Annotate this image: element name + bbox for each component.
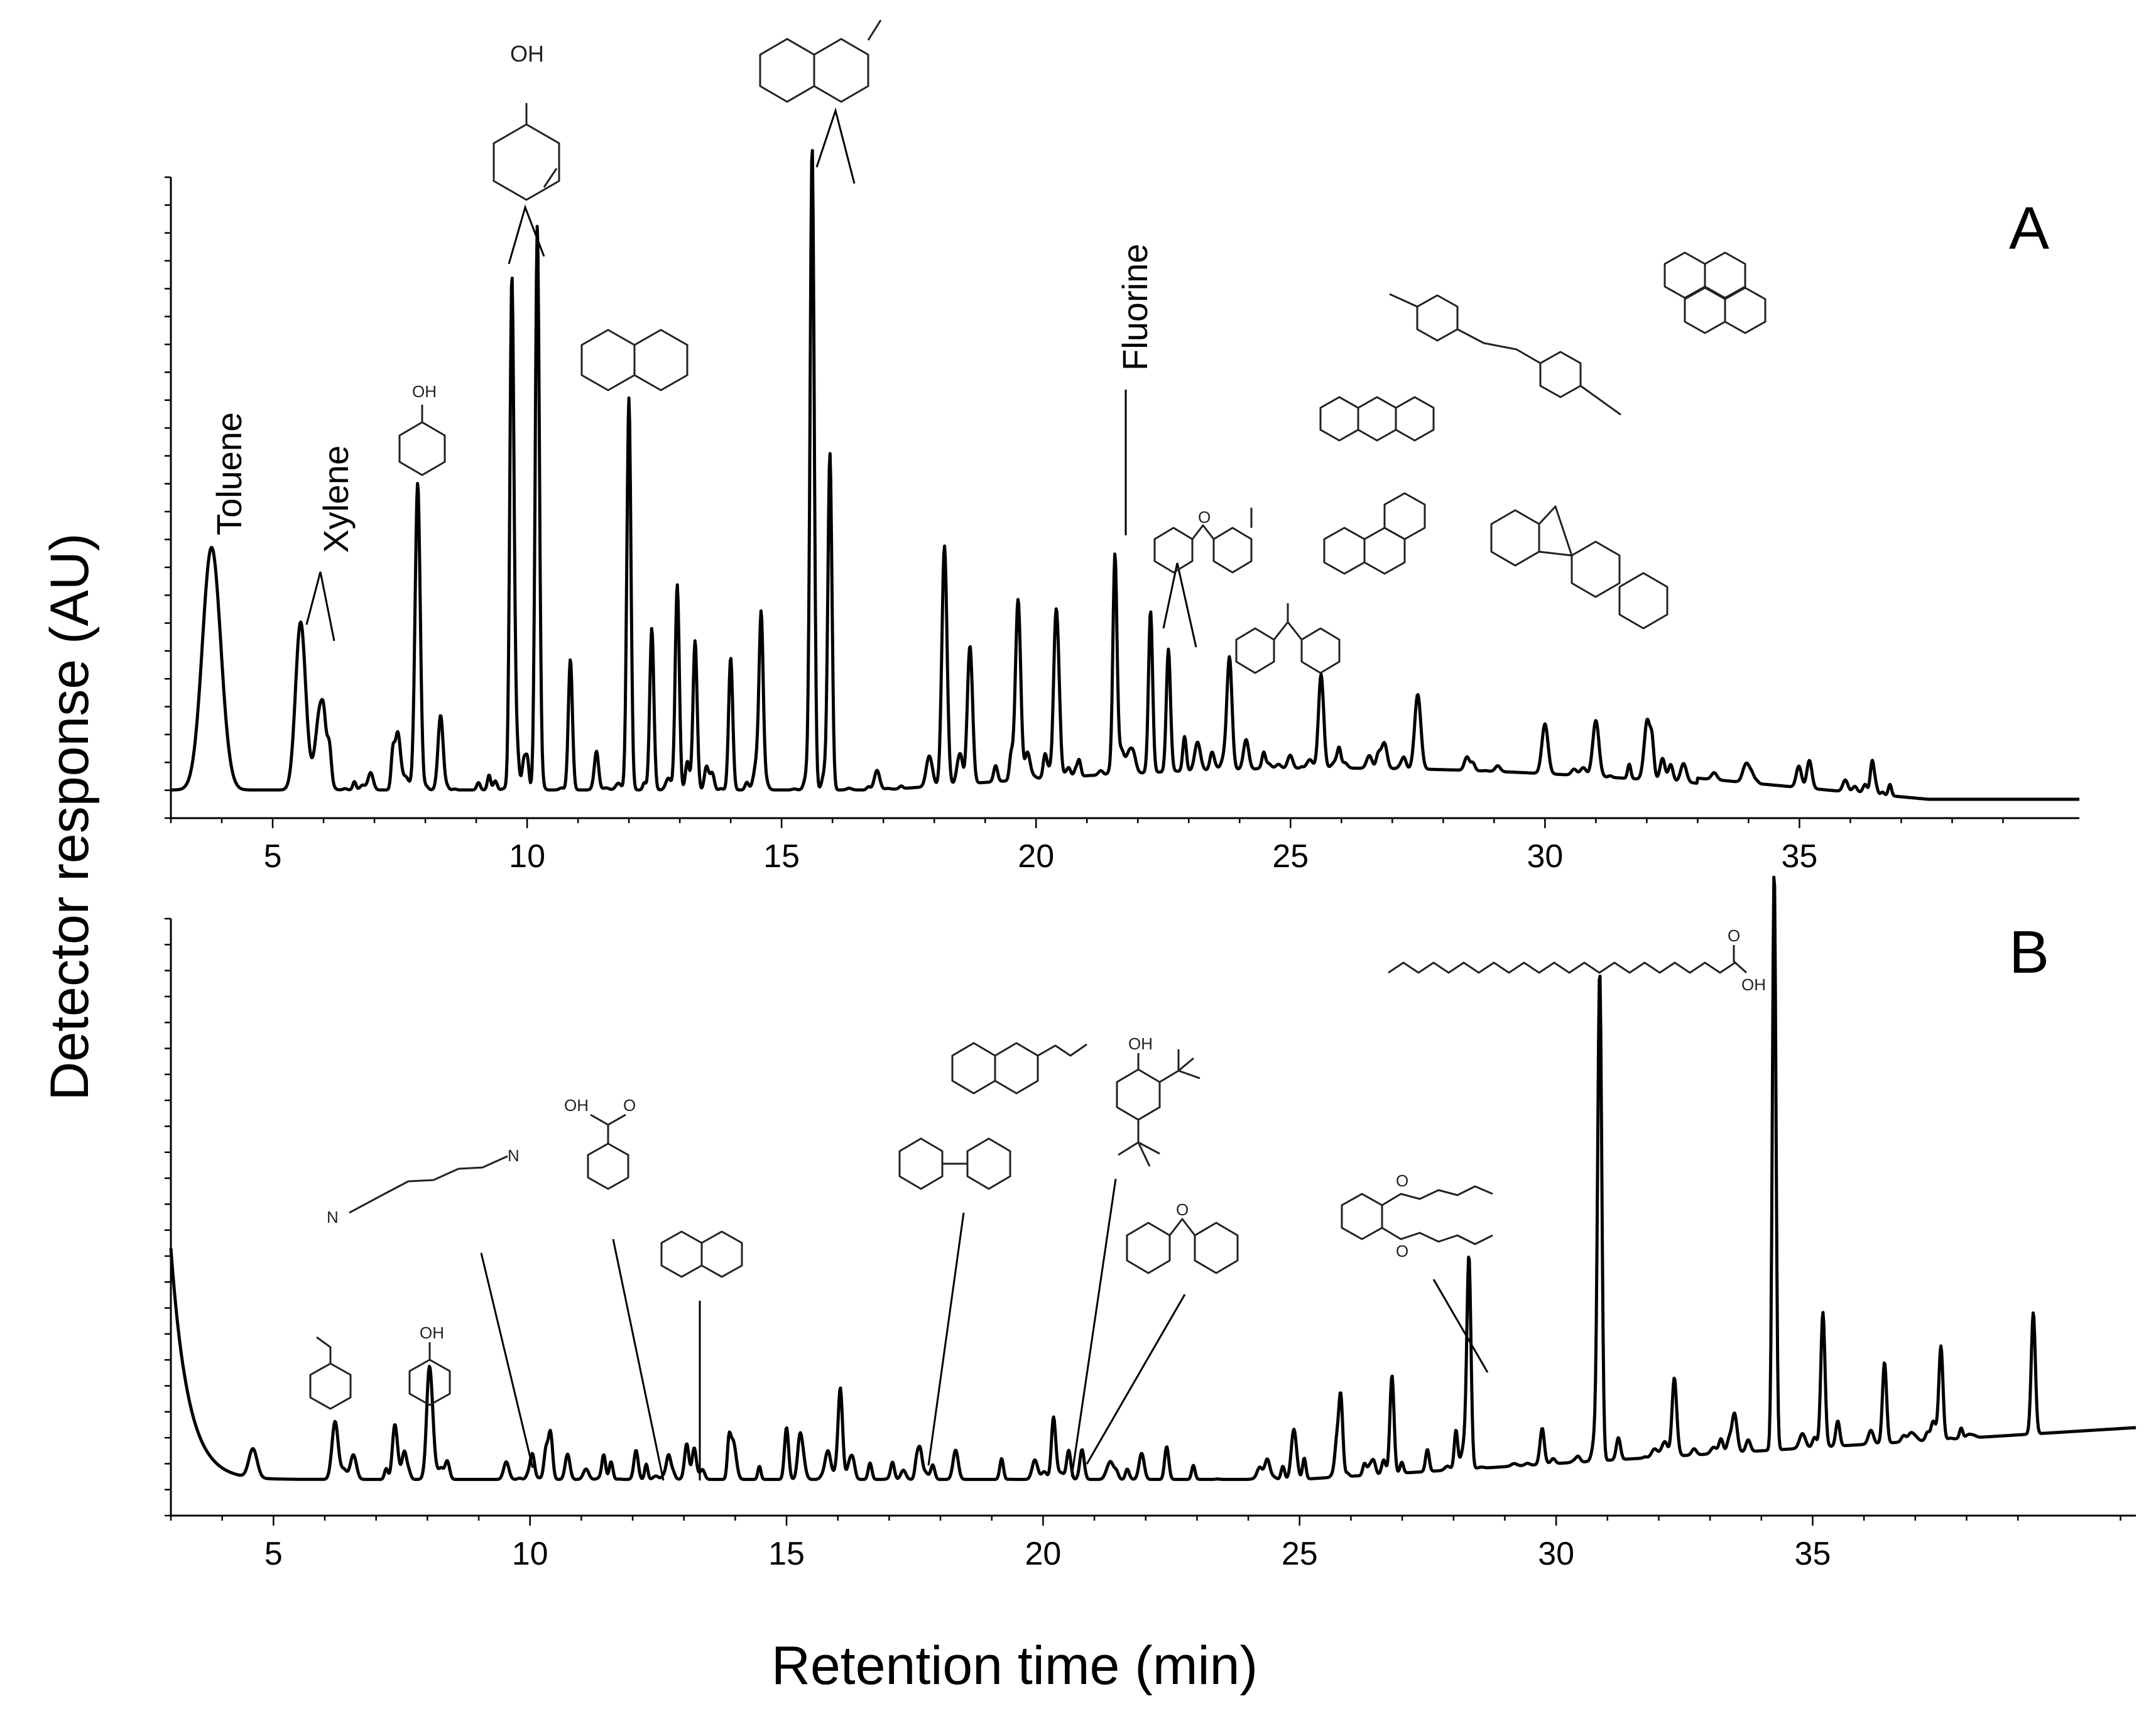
panel-b: 5 10 15 20 25 30 35 B OH N N	[165, 875, 2137, 1572]
x-tick-label-b-20: 20	[1025, 1536, 1061, 1572]
x-tick-label-b-35: 35	[1795, 1536, 1831, 1572]
x-tick-label-a-35: 35	[1782, 838, 1818, 875]
svg-text:N: N	[327, 1208, 339, 1227]
svg-text:O: O	[623, 1096, 636, 1115]
x-tick-label-b-15: 15	[768, 1536, 805, 1572]
x-tick-label-b-10: 10	[512, 1536, 548, 1572]
svg-text:O: O	[1198, 508, 1211, 527]
dibutyl-phthalate-structure: O O	[1341, 1171, 1493, 1260]
pyrene-structure	[1663, 251, 1767, 334]
hexenedinitrile-leader	[480, 1252, 534, 1468]
di-tert-butylphenol-leader	[1070, 1178, 1117, 1477]
di-tert-butylphenol-structure: OH	[1116, 1034, 1200, 1167]
phthalate-leader	[1432, 1279, 1489, 1373]
x-tick-label-b-30: 30	[1538, 1536, 1574, 1572]
methylnaphthalene-structure	[759, 19, 882, 103]
toluene-label: Toluene	[209, 412, 249, 535]
svg-text:OH: OH	[510, 41, 544, 67]
panel-b-y-ticks	[165, 917, 171, 1517]
dimethylstilbene-structure	[1389, 293, 1621, 416]
svg-text:OH: OH	[564, 1096, 589, 1115]
x-tick-label-a-30: 30	[1527, 838, 1563, 875]
biphenyl-structure	[898, 1137, 1011, 1190]
svg-text:O: O	[1396, 1171, 1408, 1190]
panel-a-x-ticks: 5 10 15 20 25 30 35	[170, 818, 2004, 875]
svg-text:OH: OH	[1128, 1034, 1153, 1053]
x-tick-label-a-20: 20	[1018, 838, 1054, 875]
panel-b-letter: B	[2009, 919, 2049, 986]
panel-a-trace	[170, 149, 2081, 801]
naphthalene-structure-a	[580, 329, 689, 391]
panel-a-y-ticks	[165, 176, 171, 819]
biphenyl-leader	[927, 1212, 965, 1466]
panel-a-letter: A	[2009, 195, 2049, 262]
x-tick-label-b-25: 25	[1282, 1536, 1318, 1572]
methylfluorene-structure	[1235, 603, 1341, 674]
panel-a: 5 10 15 20 25 30 35 A Toluene Xylene Fluorine …	[165, 19, 2081, 875]
phenol-structure-a: OH	[398, 382, 446, 476]
svg-text:O: O	[1728, 926, 1740, 945]
svg-text:OH: OH	[420, 1323, 444, 1342]
x-tick-label-b-5: 5	[264, 1536, 283, 1572]
x-tick-label-a-15: 15	[763, 838, 800, 875]
svg-text:OH: OH	[1741, 975, 1766, 994]
svg-text:N: N	[508, 1146, 520, 1165]
svg-text:O: O	[1176, 1200, 1189, 1219]
panel-b-x-ticks: 5 10 15 20 25 30 35	[170, 1516, 2121, 1572]
x-axis-title: Retention time (min)	[771, 1636, 1258, 1696]
svg-text:OH: OH	[412, 382, 437, 401]
benzoic-acid-leader	[612, 1239, 665, 1481]
palmitic-acid-structure: O OH	[1388, 926, 1766, 994]
styrene-structure	[309, 1336, 352, 1410]
xylene-leader	[305, 571, 335, 642]
methylnaphthalene-leader	[815, 107, 856, 184]
dibenzofuran-leader	[1162, 562, 1197, 648]
phenol-structure-b: OH	[408, 1323, 451, 1406]
y-axis-title: Detector response (AU)	[40, 533, 100, 1100]
cresol-leader	[508, 204, 545, 265]
vinylnaphthalene-structure	[951, 1042, 1087, 1095]
x-tick-label-a-25: 25	[1272, 838, 1309, 875]
hexenedinitrile-structure: N N	[327, 1146, 520, 1227]
dibenzofuran-structure-b: O	[1126, 1200, 1239, 1274]
dibenzofuran-b-leader	[1086, 1294, 1186, 1465]
x-tick-label-a-5: 5	[264, 838, 282, 875]
phenanthrene-structure	[1323, 492, 1426, 575]
benzoic-acid-structure: OH O	[564, 1096, 636, 1190]
panel-b-trace	[169, 875, 2137, 1481]
anthracene-structure	[1319, 396, 1435, 442]
methyldibenzofuran-structure: O	[1153, 508, 1253, 574]
naphthalene-structure-b	[660, 1230, 743, 1278]
cresol-structure: OH	[493, 41, 560, 201]
svg-text:O: O	[1396, 1242, 1408, 1260]
benzofluorene-structure	[1490, 505, 1669, 630]
xylene-label: Xylene	[316, 446, 356, 553]
fluorine-label: Fluorine	[1115, 244, 1155, 371]
x-tick-label-a-10: 10	[509, 838, 545, 875]
